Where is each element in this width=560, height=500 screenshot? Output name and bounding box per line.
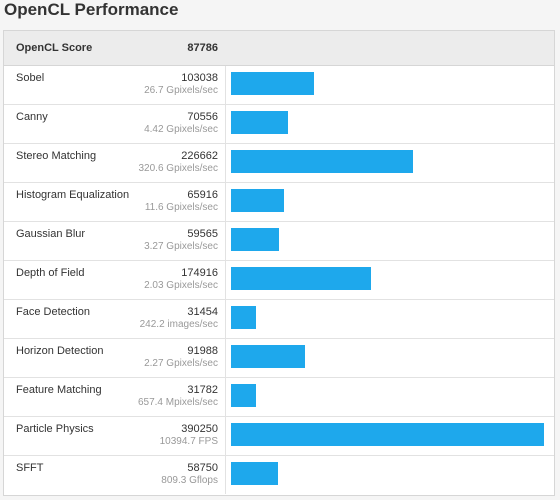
benchmark-rate: 2.27 Gpixels/sec	[144, 358, 218, 369]
score-bar	[231, 150, 413, 173]
score-bar	[231, 345, 305, 368]
benchmark-name: Feature Matching	[16, 384, 102, 396]
score-bar	[231, 423, 544, 446]
benchmark-score: 59565	[187, 228, 218, 240]
benchmark-name: Canny	[16, 111, 48, 123]
column-divider	[225, 300, 226, 338]
table-row: Depth of Field 174916 2.03 Gpixels/sec	[4, 261, 554, 300]
benchmark-rate: 3.27 Gpixels/sec	[144, 241, 218, 252]
benchmark-name: Gaussian Blur	[16, 228, 86, 240]
column-divider	[225, 339, 226, 377]
column-divider	[225, 183, 226, 221]
benchmark-score: 226662	[181, 150, 218, 162]
table-row: SFFT 58750 809.3 Gflops	[4, 456, 554, 494]
benchmark-name: Horizon Detection	[16, 345, 104, 357]
column-divider	[225, 378, 226, 416]
benchmark-rows: Sobel 103038 26.7 Gpixels/sec Canny 70556 4.4…	[4, 66, 554, 494]
benchmark-rate: 242.2 images/sec	[139, 319, 218, 330]
benchmark-name: Sobel	[16, 72, 45, 84]
score-bar	[231, 267, 371, 290]
table-row: Sobel 103038 26.7 Gpixels/sec	[4, 66, 554, 105]
benchmark-name: Histogram Equalization	[16, 189, 130, 201]
benchmark-rate: 26.7 Gpixels/sec	[144, 85, 218, 96]
score-bar	[231, 462, 278, 485]
benchmark-rate: 657.4 Mpixels/sec	[137, 397, 218, 408]
benchmark-rate: 11.6 Gpixels/sec	[144, 202, 218, 213]
benchmark-score: 70556	[187, 111, 218, 123]
opencl-score-row: OpenCL Score 87786	[4, 31, 554, 66]
benchmark-score: 65916	[187, 189, 218, 201]
table-row: Gaussian Blur 59565 3.27 Gpixels/sec	[4, 222, 554, 261]
column-divider	[225, 144, 226, 182]
benchmark-score: 31454	[187, 306, 218, 318]
benchmark-name: Particle Physics	[16, 423, 94, 435]
column-divider	[225, 417, 226, 455]
score-bar	[231, 189, 284, 212]
benchmark-name: Depth of Field	[16, 267, 85, 279]
page-title: OpenCL Performance	[4, 0, 179, 19]
benchmark-score: 103038	[181, 72, 218, 84]
benchmark-score: 174916	[181, 267, 218, 279]
benchmark-rate: 4.42 Gpixels/sec	[144, 124, 218, 135]
benchmark-name: SFFT	[16, 462, 44, 474]
column-divider	[225, 261, 226, 299]
benchmark-score: 390250	[181, 423, 218, 435]
opencl-score-value: 87786	[187, 42, 218, 54]
benchmark-rate: 2.03 Gpixels/sec	[144, 280, 218, 291]
benchmark-score: 91988	[187, 345, 218, 357]
score-bar	[231, 228, 279, 251]
benchmark-rate: 320.6 Gpixels/sec	[138, 163, 219, 174]
column-divider	[225, 105, 226, 143]
score-bar	[231, 306, 256, 329]
table-row: Histogram Equalization 65916 11.6 Gpixels/…	[4, 183, 554, 222]
table-row: Face Detection 31454 242.2 images/sec	[4, 300, 554, 339]
table-row: Feature Matching 31782 657.4 Mpixels/sec	[4, 378, 554, 417]
results-table: OpenCL Score 87786 Sobel 103038 26.7 Gpixe…	[3, 30, 555, 496]
table-row: Canny 70556 4.42 Gpixels/sec	[4, 105, 554, 144]
column-divider	[225, 66, 226, 104]
opencl-score-label: OpenCL Score	[16, 42, 93, 54]
column-divider	[225, 222, 226, 260]
score-bar	[231, 72, 314, 95]
benchmark-name: Stereo Matching	[16, 150, 97, 162]
benchmark-rate: 809.3 Gflops	[161, 475, 218, 486]
table-row: Particle Physics 390250 10394.7 FPS	[4, 417, 554, 456]
score-bar	[231, 111, 288, 134]
benchmark-score: 58750	[187, 462, 218, 474]
benchmark-name: Face Detection	[16, 306, 90, 318]
column-divider	[225, 456, 226, 494]
benchmark-score: 31782	[187, 384, 218, 396]
score-bar	[231, 384, 256, 407]
table-row: Stereo Matching 226662 320.6 Gpixels/sec	[4, 144, 554, 183]
table-row: Horizon Detection 91988 2.27 Gpixels/sec	[4, 339, 554, 378]
benchmark-rate: 10394.7 FPS	[159, 436, 218, 447]
